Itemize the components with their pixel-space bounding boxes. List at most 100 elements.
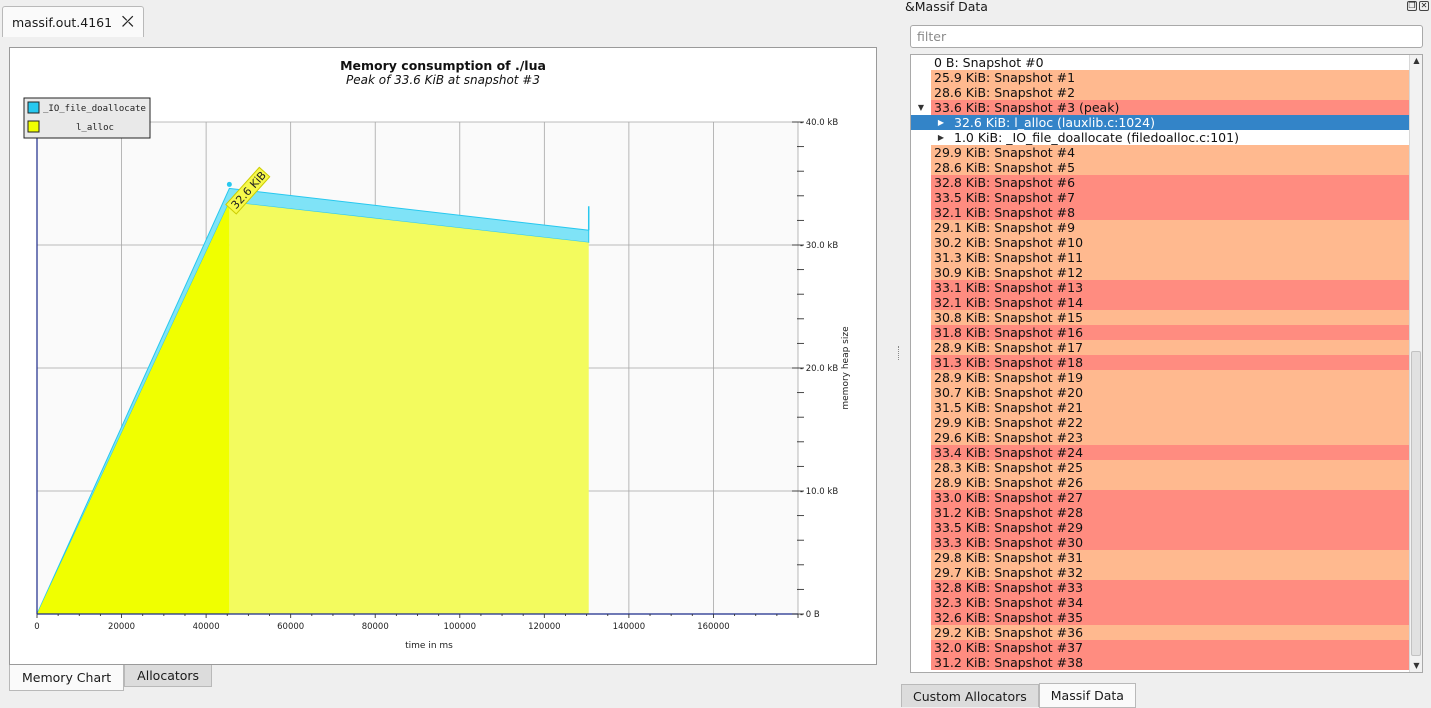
snapshot-list: 0 B: Snapshot #0 25.9 KiB: Snapshot #1 28.… (911, 55, 1409, 670)
close-icon[interactable]: ✕ (1419, 1, 1429, 11)
snapshot-row[interactable]: 29.9 KiB: Snapshot #4 (911, 145, 1409, 160)
snapshot-row[interactable]: 32.8 KiB: Snapshot #6 (911, 175, 1409, 190)
x-tick-label: 140000 (613, 622, 645, 632)
snapshot-row[interactable]: 33.5 KiB: Snapshot #29 (911, 520, 1409, 535)
tab-massif-data[interactable]: Massif Data (1038, 683, 1136, 708)
y-tick-label: - 40.0 kB (800, 118, 838, 128)
snapshot-row[interactable]: 32.1 KiB: Snapshot #14 (911, 295, 1409, 310)
y-tick-label: - 30.0 kB (800, 241, 838, 251)
row-highlight (931, 100, 1409, 115)
row-highlight (931, 280, 1409, 295)
row-highlight (931, 655, 1409, 670)
row-label: 33.6 KiB: Snapshot #3 (peak) (934, 100, 1120, 115)
snapshot-row[interactable]: 28.3 KiB: Snapshot #25 (911, 460, 1409, 475)
row-label: 30.7 KiB: Snapshot #20 (934, 385, 1084, 400)
series-area-l_alloc-rise (37, 201, 230, 614)
snapshot-row[interactable]: 33.4 KiB: Snapshot #24 (911, 445, 1409, 460)
row-highlight (931, 235, 1409, 250)
snapshot-row[interactable]: 28.6 KiB: Snapshot #2 (911, 85, 1409, 100)
splitter-handle[interactable] (895, 0, 903, 708)
row-label: 31.3 KiB: Snapshot #18 (934, 355, 1084, 370)
expand-arrow-icon[interactable]: ▼ (917, 103, 925, 112)
row-label: 29.1 KiB: Snapshot #9 (934, 220, 1076, 235)
row-highlight (931, 415, 1409, 430)
filter-input[interactable] (910, 25, 1423, 48)
row-label: 30.2 KiB: Snapshot #10 (934, 235, 1084, 250)
snapshot-row[interactable]: 30.7 KiB: Snapshot #20 (911, 385, 1409, 400)
snapshot-row[interactable]: 28.9 KiB: Snapshot #17 (911, 340, 1409, 355)
snapshot-row[interactable]: 28.9 KiB: Snapshot #19 (911, 370, 1409, 385)
peak-label-box (225, 166, 271, 215)
row-highlight (931, 505, 1409, 520)
row-label: 28.9 KiB: Snapshot #19 (934, 370, 1084, 385)
row-label: 29.8 KiB: Snapshot #31 (934, 550, 1084, 565)
row-label: 28.9 KiB: Snapshot #26 (934, 475, 1084, 490)
row-highlight (931, 295, 1409, 310)
snapshot-tree[interactable]: 0 B: Snapshot #0 25.9 KiB: Snapshot #1 28.… (910, 54, 1423, 673)
row-label: 33.3 KiB: Snapshot #30 (934, 535, 1084, 550)
tree-child-row[interactable]: ▶ 1.0 KiB: _IO_file_doallocate (filedoall… (911, 130, 1409, 145)
row-label: 33.0 KiB: Snapshot #27 (934, 490, 1084, 505)
float-icon[interactable]: ❐ (1407, 1, 1417, 11)
snapshot-row[interactable]: 29.8 KiB: Snapshot #31 (911, 550, 1409, 565)
left-bottom-tabs: Memory Chart Allocators (9, 665, 213, 691)
row-highlight (931, 565, 1409, 580)
close-x-icon[interactable]: ⤫ (122, 14, 134, 30)
row-label: 32.0 KiB: Snapshot #37 (934, 640, 1084, 655)
snapshot-row[interactable]: 0 B: Snapshot #0 (911, 55, 1409, 70)
row-highlight (931, 640, 1409, 655)
row-highlight (931, 190, 1409, 205)
row-highlight (931, 535, 1409, 550)
snapshot-row[interactable]: 32.0 KiB: Snapshot #37 (911, 640, 1409, 655)
snapshot-row[interactable]: 28.9 KiB: Snapshot #26 (911, 475, 1409, 490)
snapshot-row[interactable]: 31.2 KiB: Snapshot #28 (911, 505, 1409, 520)
tab-memory-chart[interactable]: Memory Chart (9, 665, 125, 691)
snapshot-row[interactable]: 28.6 KiB: Snapshot #5 (911, 160, 1409, 175)
row-highlight (931, 355, 1409, 370)
snapshot-row[interactable]: 30.8 KiB: Snapshot #15 (911, 310, 1409, 325)
scrollbar-thumb[interactable] (1411, 351, 1421, 656)
vertical-scrollbar[interactable]: ▲ ▼ (1409, 55, 1422, 672)
document-tab[interactable]: massif.out.4161 ⤫ (2, 6, 144, 37)
snapshot-row[interactable]: 32.1 KiB: Snapshot #8 (911, 205, 1409, 220)
snapshot-row[interactable]: 31.5 KiB: Snapshot #21 (911, 400, 1409, 415)
row-highlight (931, 220, 1409, 235)
row-highlight (931, 580, 1409, 595)
snapshot-row[interactable]: 31.3 KiB: Snapshot #11 (911, 250, 1409, 265)
row-label: 32.3 KiB: Snapshot #34 (934, 595, 1084, 610)
snapshot-row[interactable]: 30.9 KiB: Snapshot #12 (911, 265, 1409, 280)
snapshot-row[interactable]: 30.2 KiB: Snapshot #10 (911, 235, 1409, 250)
snapshot-row[interactable]: 29.7 KiB: Snapshot #32 (911, 565, 1409, 580)
snapshot-row[interactable]: 32.6 KiB: Snapshot #35 (911, 610, 1409, 625)
snapshot-row[interactable]: 25.9 KiB: Snapshot #1 (911, 70, 1409, 85)
x-tick-label: 160000 (697, 622, 729, 632)
snapshot-row[interactable]: 32.8 KiB: Snapshot #33 (911, 580, 1409, 595)
snapshot-row[interactable]: 33.0 KiB: Snapshot #27 (911, 490, 1409, 505)
x-tick-label: 20000 (108, 622, 135, 632)
snapshot-row[interactable]: 33.1 KiB: Snapshot #13 (911, 280, 1409, 295)
snapshot-row[interactable]: 33.3 KiB: Snapshot #30 (911, 535, 1409, 550)
row-label: 29.9 KiB: Snapshot #22 (934, 415, 1084, 430)
collapsed-arrow-icon[interactable]: ▶ (937, 133, 945, 142)
snapshot-row[interactable]: 33.5 KiB: Snapshot #7 (911, 190, 1409, 205)
snapshot-row[interactable]: 29.9 KiB: Snapshot #22 (911, 415, 1409, 430)
snapshot-row[interactable]: 31.8 KiB: Snapshot #16 (911, 325, 1409, 340)
row-label: 33.4 KiB: Snapshot #24 (934, 445, 1084, 460)
tree-child-row[interactable]: ▶ 32.6 KiB: l_alloc (lauxlib.c:1024) (911, 115, 1409, 130)
y-tick-label: - 20.0 kB (800, 364, 838, 374)
snapshot-row[interactable]: 31.2 KiB: Snapshot #38 (911, 655, 1409, 670)
scroll-down-icon[interactable]: ▼ (1413, 661, 1420, 670)
peak-marker (226, 181, 232, 187)
snapshot-row[interactable]: ▼ 33.6 KiB: Snapshot #3 (peak) (911, 100, 1409, 115)
tab-custom-allocators[interactable]: Custom Allocators (901, 684, 1039, 707)
snapshot-row[interactable]: 32.3 KiB: Snapshot #34 (911, 595, 1409, 610)
collapsed-arrow-icon[interactable]: ▶ (937, 118, 945, 127)
snapshot-row[interactable]: 31.3 KiB: Snapshot #18 (911, 355, 1409, 370)
scroll-up-icon[interactable]: ▲ (1413, 56, 1420, 65)
left-pane: massif.out.4161 ⤫ 32.6 KiB - 0 B- 10.0 kB… (2, 6, 877, 691)
snapshot-row[interactable]: 29.1 KiB: Snapshot #9 (911, 220, 1409, 235)
snapshot-row[interactable]: 29.2 KiB: Snapshot #36 (911, 625, 1409, 640)
snapshot-row[interactable]: 29.6 KiB: Snapshot #23 (911, 430, 1409, 445)
dock-title: &Massif Data (905, 0, 988, 14)
tab-allocators[interactable]: Allocators (124, 665, 213, 687)
